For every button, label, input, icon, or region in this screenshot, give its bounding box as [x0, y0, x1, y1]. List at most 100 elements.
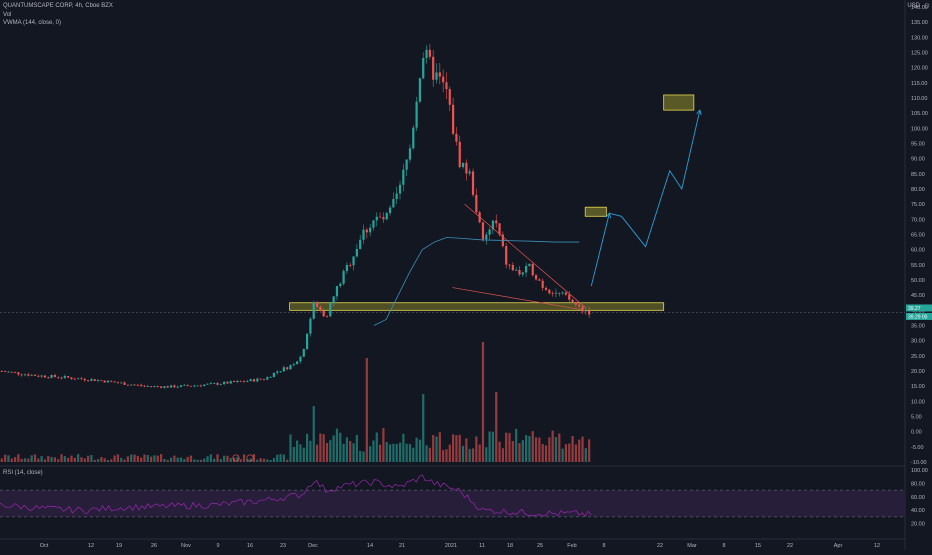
candle-body [229, 381, 232, 384]
candle-body [319, 306, 322, 311]
candle-body [385, 213, 388, 220]
volume-bar [219, 459, 222, 462]
candle-body [571, 299, 574, 302]
volume-bar [179, 457, 183, 462]
candle-body [163, 386, 166, 388]
candle-body [153, 385, 156, 387]
candle-body [276, 371, 279, 373]
gear-icon[interactable]: ⚙ [923, 3, 930, 10]
volume-bar [176, 457, 179, 462]
volume-bar [37, 458, 40, 462]
volume-bar [7, 455, 10, 462]
volume-bar [365, 358, 368, 462]
candle-body [412, 127, 415, 149]
rsi-tick-label: 40.00 [911, 508, 925, 514]
volume-bar [332, 435, 335, 462]
candle-body [438, 72, 441, 77]
volume-bar [246, 459, 249, 462]
volume-bar [93, 459, 96, 462]
candle-body [578, 304, 581, 307]
price-tick-label: -5.00 [911, 445, 924, 451]
price-tick-label: 95.00 [911, 142, 925, 148]
candle-body [342, 271, 345, 284]
time-tick-label: 26 [151, 543, 157, 549]
candle-body [322, 310, 325, 317]
volume-bar [515, 428, 518, 462]
candle-body [392, 199, 395, 208]
vwma-legend[interactable]: VWMA (144, close, 0) [3, 20, 62, 26]
volume-legend[interactable]: Vol [3, 12, 12, 18]
volume-bar [189, 455, 193, 462]
candle-body [133, 384, 136, 386]
vwma-price-tag [906, 312, 932, 320]
volume-bar [455, 435, 458, 462]
volume-bar [216, 454, 219, 462]
candle-body [77, 378, 80, 380]
volume-bar [584, 448, 587, 462]
volume-bar [239, 459, 242, 462]
candle-body [458, 141, 461, 168]
candle-body [309, 318, 312, 334]
candle-body [375, 216, 378, 221]
candle-body [60, 377, 63, 379]
volume-bar [425, 445, 428, 462]
volume-bar [375, 432, 378, 462]
volume-bar [448, 444, 451, 462]
volume-bar [236, 456, 239, 462]
volume-bar [465, 438, 468, 462]
price-tick-label: 115.00 [911, 81, 927, 87]
volume-bar [86, 455, 90, 462]
candle-body [508, 264, 511, 266]
volume-bar [276, 454, 279, 462]
candle-body [475, 194, 478, 213]
volume-bar [418, 439, 422, 462]
time-axis[interactable]: Oct 12 19 26 Nov 9 16 23 Dec 14 21 2021 11 18 25 Feb 8 22… [40, 543, 880, 549]
volume-bar [342, 443, 345, 462]
volume-bar [511, 441, 514, 462]
candle-body [345, 264, 349, 272]
volume-bar [203, 458, 206, 462]
volume-bar [392, 443, 395, 462]
time-tick-label: 11 [479, 543, 485, 549]
volume-bar [362, 451, 365, 462]
candle-body [398, 184, 402, 194]
volume-bar [385, 442, 388, 462]
price-grid [0, 0, 906, 550]
volume-bar [359, 450, 362, 462]
candle-body [491, 220, 495, 230]
volume-bar [223, 455, 226, 462]
second-target-zone [663, 94, 695, 111]
candle-body [538, 279, 541, 281]
candle-body [302, 348, 305, 357]
volume-bar [525, 435, 528, 462]
volume-bar [544, 445, 548, 462]
price-tick-label: 15.00 [911, 384, 925, 390]
candle-body [120, 382, 123, 384]
volume-bar [229, 457, 232, 462]
candle-body [465, 162, 468, 174]
candle-body [53, 375, 57, 377]
candle-body [13, 371, 17, 373]
volume-bar [57, 459, 60, 462]
volume-bar [501, 448, 504, 462]
volume-bar [226, 455, 229, 462]
volume-bar [302, 447, 305, 462]
price-axis[interactable]: 140.00 135.00 130.00 125.00 120.00 115.00 110.… [906, 5, 932, 528]
volume-bar [571, 436, 574, 462]
candle-body [312, 302, 315, 319]
volume-bar [213, 458, 216, 462]
candle-body [352, 256, 355, 266]
symbol-title[interactable]: QUANTUMSCAPE CORP, 4h, Cboe BZX [3, 3, 113, 9]
price-tick-label: 75.00 [911, 202, 925, 208]
volume-bar [534, 437, 538, 462]
earnings-marker-icon [232, 454, 240, 462]
candle-body [27, 374, 30, 376]
volume-bar [4, 454, 7, 462]
rsi-legend[interactable]: RSI (14, close) [3, 470, 43, 476]
price-tick-label: 85.00 [911, 172, 925, 178]
volume-bar [505, 432, 508, 462]
volume-bar [113, 455, 116, 462]
drawing-overlays [232, 109, 702, 462]
